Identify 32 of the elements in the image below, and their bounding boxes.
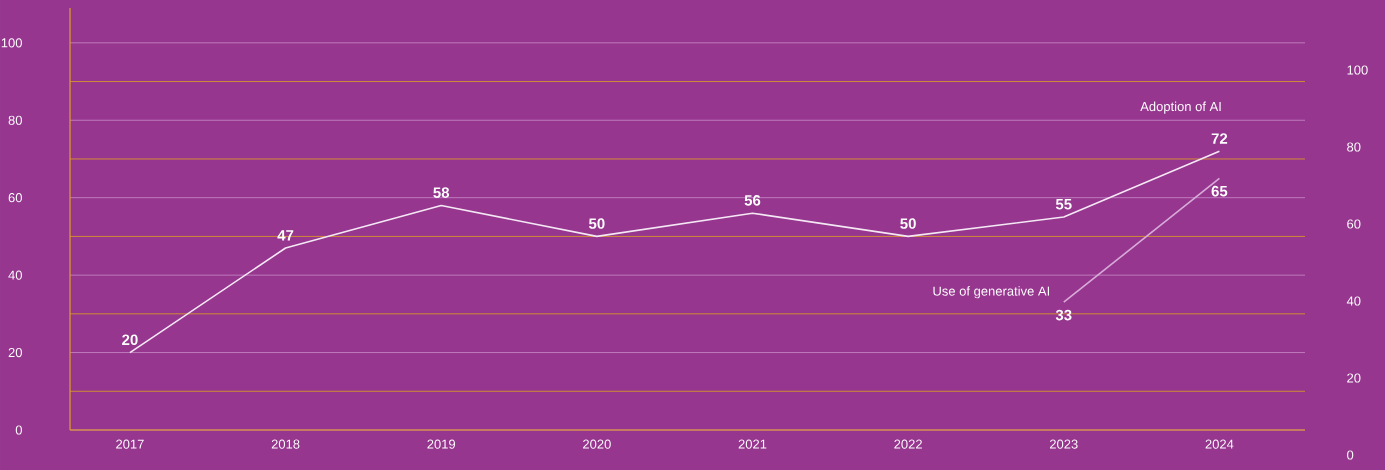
y2-tick-label: 100 [1347,65,1368,75]
y-tick-label: 0 [15,425,22,435]
x-tick-label: 2021 [738,439,767,449]
y-tick-label: 20 [8,347,22,358]
series-label: Use of generative AI [933,286,1050,299]
data-label: 50 [588,218,605,229]
y2-tick-label: 0 [1347,450,1354,460]
data-label: 47 [277,230,294,241]
y2-tick-label: 40 [1346,296,1361,306]
y-tick-label: 60 [8,193,22,203]
y-tick-label: 100 [1,38,22,48]
x-tick-label: 2020 [583,439,611,449]
x-tick-label: 2024 [1205,439,1234,449]
x-tick-label: 2018 [271,439,300,449]
data-label: 58 [433,187,450,198]
data-label: 50 [900,218,916,229]
data-label: 55 [1055,199,1072,210]
data-label: 72 [1211,133,1228,144]
data-label: 33 [1055,309,1072,321]
x-tick-label: 2022 [894,439,922,449]
y2-tick-label: 80 [1347,142,1361,152]
y2-tick-label: 20 [1347,373,1361,383]
y2-tick-label: 60 [1347,219,1361,229]
x-tick-label: 2017 [116,439,144,449]
y-tick-label: 40 [8,270,22,280]
x-tick-label: 2019 [427,439,456,449]
x-tick-label: 2023 [1049,439,1078,449]
data-label: 65 [1211,185,1228,197]
data-label: 56 [744,195,761,206]
data-label: 20 [122,334,138,346]
y-tick-label: 80 [8,115,22,125]
text: Adoption of AI [1140,101,1221,114]
